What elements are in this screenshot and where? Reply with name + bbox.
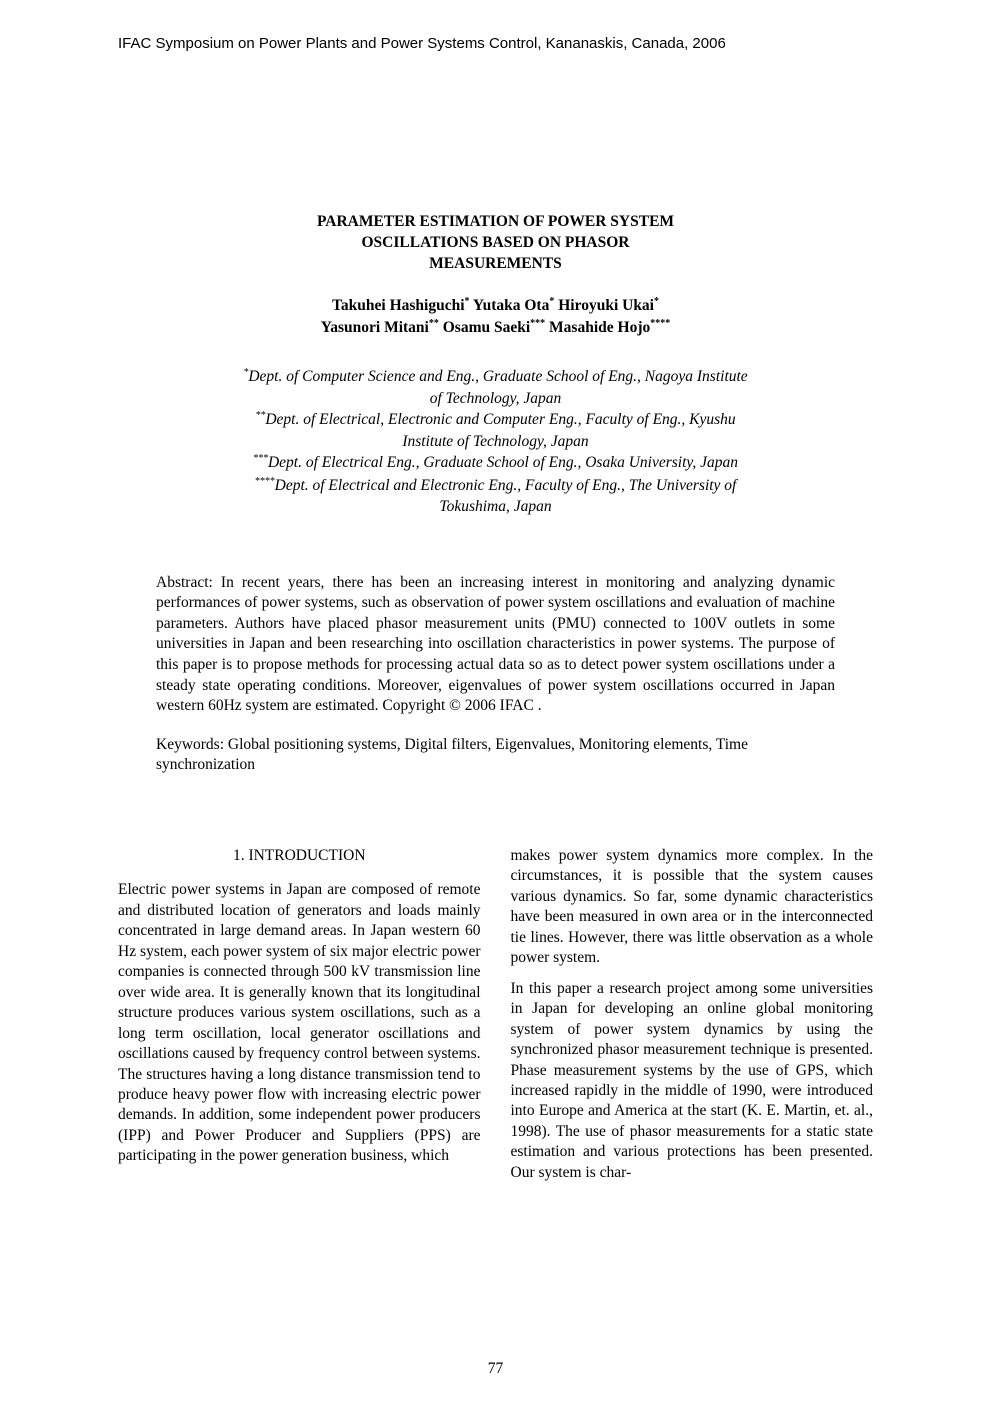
- title-line: PARAMETER ESTIMATION OF POWER SYSTEM: [317, 213, 674, 230]
- abstract-text: In recent years, there has been an incre…: [156, 574, 835, 715]
- title-line: MEASUREMENTS: [429, 255, 562, 272]
- title-line: OSCILLATIONS BASED ON PHASOR: [361, 234, 629, 251]
- page-number: 77: [0, 1360, 991, 1378]
- author: Masahide Hojo****: [549, 319, 670, 336]
- abstract-label: Abstract:: [156, 574, 213, 591]
- author: Takuhei Hashiguchi*: [332, 297, 470, 314]
- column-left: 1. INTRODUCTION Electric power systems i…: [118, 846, 481, 1183]
- keywords-label: Keywords:: [156, 736, 224, 753]
- author: Hiroyuki Ukai*: [558, 297, 659, 314]
- author: Yutaka Ota*: [473, 297, 555, 314]
- abstract: Abstract: In recent years, there has bee…: [156, 573, 835, 717]
- body-columns: 1. INTRODUCTION Electric power systems i…: [118, 846, 873, 1183]
- affiliation: *Dept. of Computer Science and Eng., Gra…: [236, 366, 756, 409]
- keywords: Keywords: Global positioning systems, Di…: [156, 735, 835, 776]
- author-block: Takuhei Hashiguchi* Yutaka Ota* Hiroyuki…: [118, 295, 873, 339]
- paper-title: PARAMETER ESTIMATION OF POWER SYSTEM OSC…: [118, 212, 873, 275]
- paper-page: IFAC Symposium on Power Plants and Power…: [0, 0, 991, 1403]
- author: Yasunori Mitani**: [321, 319, 439, 336]
- paragraph: makes power system dynamics more complex…: [511, 846, 874, 969]
- column-right: makes power system dynamics more complex…: [511, 846, 874, 1183]
- author: Osamu Saeki***: [443, 319, 545, 336]
- affiliation-block: *Dept. of Computer Science and Eng., Gra…: [236, 366, 756, 517]
- affiliation: ***Dept. of Electrical Eng., Graduate Sc…: [236, 452, 756, 474]
- affiliation: **Dept. of Electrical, Electronic and Co…: [236, 409, 756, 452]
- paragraph: Electric power systems in Japan are comp…: [118, 880, 481, 1166]
- paragraph: In this paper a research project among s…: [511, 979, 874, 1184]
- keywords-text: Global positioning systems, Digital filt…: [156, 736, 748, 774]
- running-head: IFAC Symposium on Power Plants and Power…: [118, 35, 873, 52]
- affiliation: ****Dept. of Electrical and Electronic E…: [236, 475, 756, 518]
- section-heading: 1. INTRODUCTION: [118, 846, 481, 866]
